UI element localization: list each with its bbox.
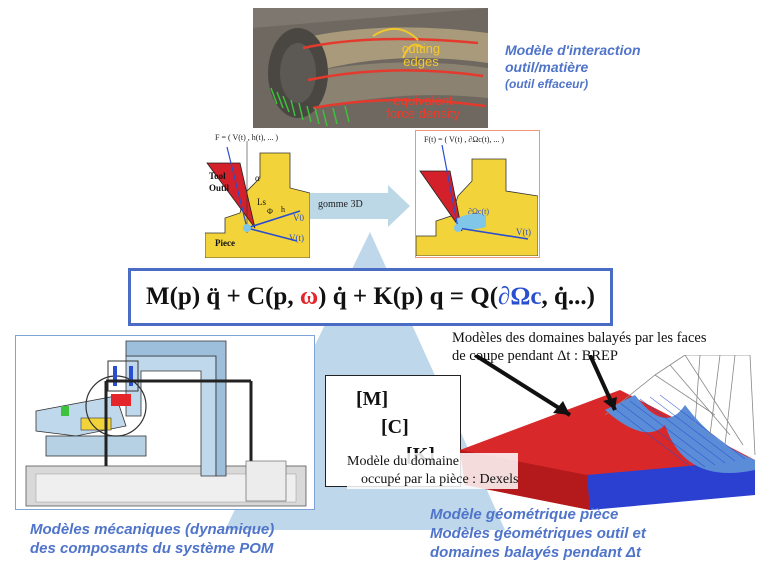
workpiece-geometry [460, 355, 756, 510]
dynamics-equation-box: M(p) q̈ + C(p, ω) q̇ + K(p) q = Q(∂Ωc, q… [128, 268, 613, 326]
force-formula-right: F(t) = ( V(t) , ∂Ωc(t), ... ) [424, 135, 505, 144]
piece-label: Piece [215, 238, 235, 248]
domain-label: ∂Ωc(t) [468, 207, 489, 216]
outil-label: Outil [209, 183, 230, 193]
cutting-tool-photo: cutting edges equivalent force density [253, 8, 488, 128]
machine-model-drawing [25, 340, 307, 507]
damping-matrix: [C] [381, 416, 409, 438]
interaction-model-caption: Modèle d'interaction outil/matière (outi… [505, 42, 641, 91]
v0-label: V0 [293, 213, 304, 223]
vt-label-right: V(t) [516, 227, 531, 237]
cutting-edges-label: cutting edges [401, 41, 441, 69]
dynamics-equation: M(p) q̈ + C(p, ω) q̇ + K(p) q = Q(∂Ωc, q… [146, 283, 595, 310]
gomme-3d-arrow: gomme 3D [310, 185, 410, 227]
brep-note: Modèles des domaines balayés par les fac… [452, 330, 707, 364]
force-density-label: equivalent force density [386, 93, 460, 121]
vt-label-left: V(t) [289, 233, 304, 243]
phi-label: Φ [267, 207, 273, 216]
force-formula-left: F = ( V(t) , h(t), ... ) [215, 133, 279, 142]
tool-piece-diagram-right [415, 144, 539, 257]
h-label: h [281, 205, 285, 214]
dexel-note: Modèle du domaine occupé par la pièce : … [347, 453, 519, 489]
arrow-shape [310, 185, 410, 227]
mass-matrix: [M] [356, 388, 389, 410]
ls-label: Ls [257, 197, 266, 207]
geometric-models-caption: Modèle géométrique pièce Modèles géométr… [430, 506, 646, 561]
machine-model-panel [15, 335, 315, 510]
tool-piece-inset-left: F = ( V(t) , h(t), ... ) Tool Outil Piec… [204, 133, 311, 259]
tool-label: Tool [209, 171, 226, 181]
mechanical-models-caption: Modèles mécaniques (dynamique) des compo… [30, 521, 275, 557]
alpha-label: α [255, 173, 260, 183]
tool-piece-inset-right: F(t) = ( V(t) , ∂Ωc(t), ... ) ∂Ωc(t) V(t… [415, 130, 540, 258]
arrow-label: gomme 3D [318, 199, 363, 210]
cutting-tool-illustration [253, 8, 488, 128]
